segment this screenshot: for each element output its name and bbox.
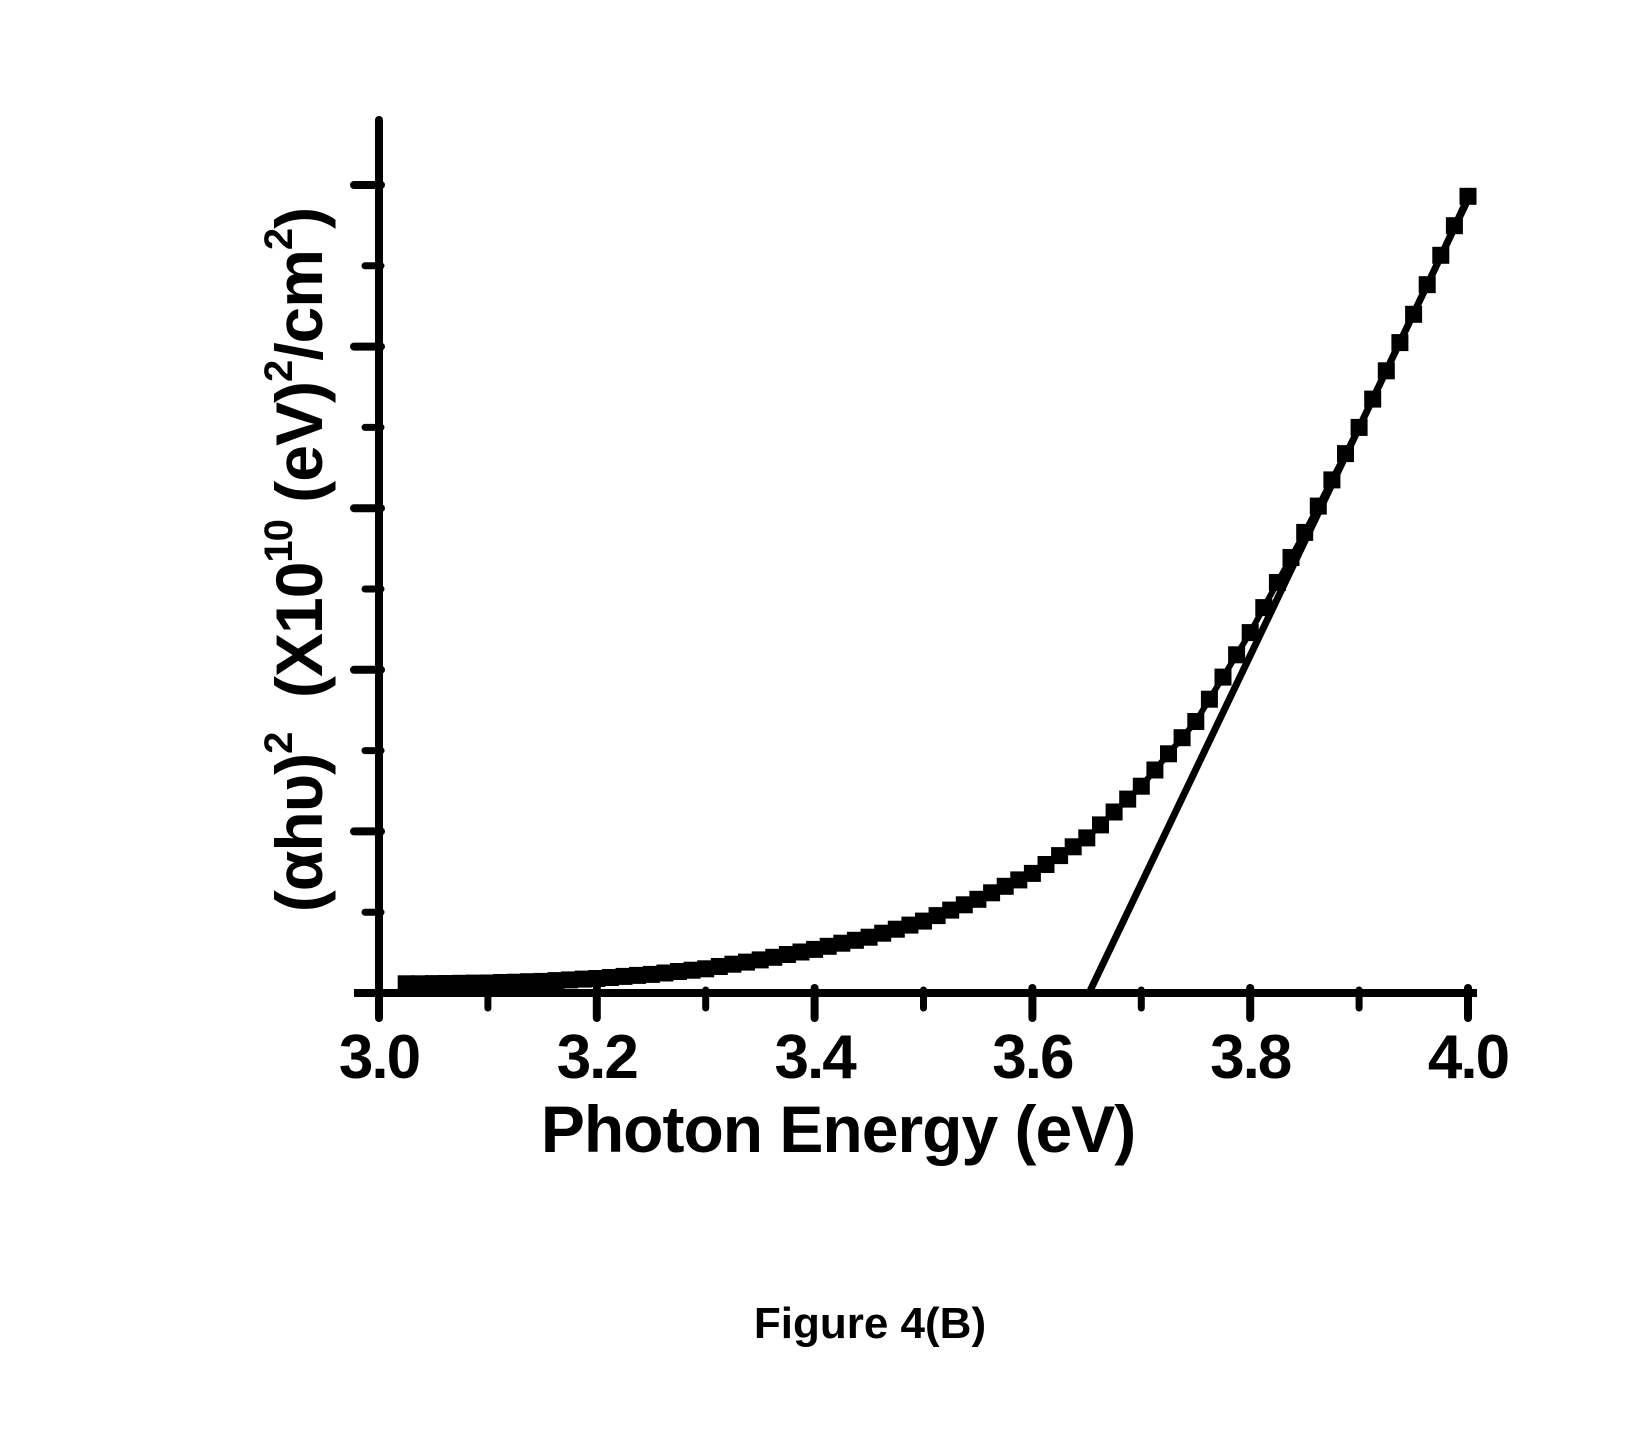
data-point-marker [533, 972, 551, 990]
data-point-marker [615, 967, 633, 985]
data-point-marker [697, 960, 715, 978]
data-point-marker [465, 974, 483, 992]
data-point-marker [1432, 246, 1450, 264]
data-point-marker [710, 958, 728, 975]
data-point-marker [506, 973, 524, 991]
data-point-marker [819, 937, 837, 955]
data-point-marker [969, 890, 987, 908]
data-point-marker [1051, 847, 1069, 865]
data-point-marker [642, 965, 660, 983]
x-axis-tick-labels: 3.0 3.2 3.4 3.6 3.8 4.0 [339, 1023, 1510, 1092]
data-point-marker [751, 951, 769, 969]
data-point-marker [1200, 690, 1218, 708]
data-point-marker [833, 934, 851, 952]
data-point-marker [887, 920, 905, 938]
x-axis-title: Photon Energy (eV) [541, 1092, 1135, 1166]
data-point-marker [1268, 574, 1286, 591]
data-point-marker [1173, 729, 1191, 747]
x-tick-label: 3.2 [557, 1023, 637, 1092]
x-tick-label: 3.8 [1210, 1023, 1291, 1092]
data-point-marker [1092, 816, 1109, 834]
x-tick-label: 3.4 [774, 1023, 857, 1092]
data-point-marker [1146, 761, 1164, 779]
data-point-marker [1187, 713, 1205, 730]
data-point-marker [588, 970, 606, 987]
data-series-alpha-h-nu-squared [397, 187, 1477, 993]
data-point-marker [860, 928, 878, 946]
data-point-marker [520, 973, 538, 991]
data-point-marker [479, 974, 497, 992]
data-point-marker [1255, 599, 1273, 617]
data-point-marker [1309, 497, 1327, 515]
data-point-marker [1160, 745, 1177, 763]
data-point-marker [1241, 624, 1259, 642]
data-point-marker [765, 948, 783, 966]
data-point-marker [724, 955, 742, 973]
data-point-marker [452, 974, 470, 992]
data-point-marker [493, 974, 510, 991]
data-point-marker [1078, 829, 1096, 847]
data-point-marker [670, 963, 687, 980]
x-tick-label: 3.0 [339, 1023, 419, 1092]
data-point-marker [1064, 838, 1082, 856]
data-point-marker [1105, 803, 1123, 821]
data-point-marker [438, 975, 456, 992]
data-point-marker [1119, 790, 1137, 808]
data-point-marker [1037, 856, 1055, 873]
data-point-marker [983, 884, 1001, 902]
data-point-marker [656, 964, 674, 982]
data-point-marker [1282, 549, 1300, 566]
series-connecting-line [406, 195, 1471, 987]
y-axis [350, 116, 385, 1001]
data-point-marker [1405, 305, 1423, 323]
data-point-marker [1214, 668, 1232, 686]
x-tick-label: 3.6 [992, 1023, 1073, 1092]
y-axis-ticks [350, 181, 385, 916]
data-point-marker [778, 946, 796, 963]
data-point-marker [792, 943, 810, 961]
data-point-marker [1337, 445, 1354, 463]
data-point-marker [1010, 871, 1028, 889]
data-point-marker [547, 972, 565, 990]
data-point-marker [915, 912, 932, 930]
data-point-marker [738, 953, 755, 971]
data-point-marker [901, 916, 919, 934]
data-point-marker [1459, 187, 1477, 205]
data-point-marker [397, 975, 415, 993]
data-point-marker [1418, 276, 1436, 294]
data-point-marker [996, 877, 1014, 895]
data-point-marker [424, 975, 442, 993]
data-point-marker [1391, 334, 1409, 352]
x-axis: 3.0 3.2 3.4 3.6 3.8 4.0 [339, 984, 1510, 1092]
data-point-marker [1350, 418, 1368, 436]
y-axis-title: (αhυ)2 (X1010 (eV)2/cm2) [257, 208, 336, 912]
data-point-marker [411, 975, 429, 993]
data-point-marker [601, 969, 619, 986]
data-point-marker [874, 924, 892, 942]
data-point-marker [1228, 646, 1246, 664]
data-point-marker [1377, 362, 1395, 380]
data-point-marker [561, 971, 579, 989]
data-point-marker [846, 931, 864, 949]
data-point-marker [806, 940, 824, 958]
figure-caption: Figure 4(B) [754, 1299, 986, 1348]
data-point-marker [942, 901, 960, 919]
x-tick-label: 4.0 [1428, 1023, 1508, 1092]
data-point-marker [683, 961, 701, 979]
data-point-marker [1323, 471, 1341, 489]
data-point-marker [1023, 864, 1041, 882]
x-axis-ticks [375, 984, 1472, 1022]
data-point-marker [574, 970, 592, 988]
data-point-marker [629, 966, 647, 984]
data-point-marker [1445, 217, 1463, 235]
data-point-marker [928, 907, 946, 925]
data-point-marker [1132, 777, 1150, 795]
data-point-marker [1364, 390, 1382, 408]
data-point-marker [1296, 523, 1314, 541]
data-point-marker [955, 896, 973, 914]
